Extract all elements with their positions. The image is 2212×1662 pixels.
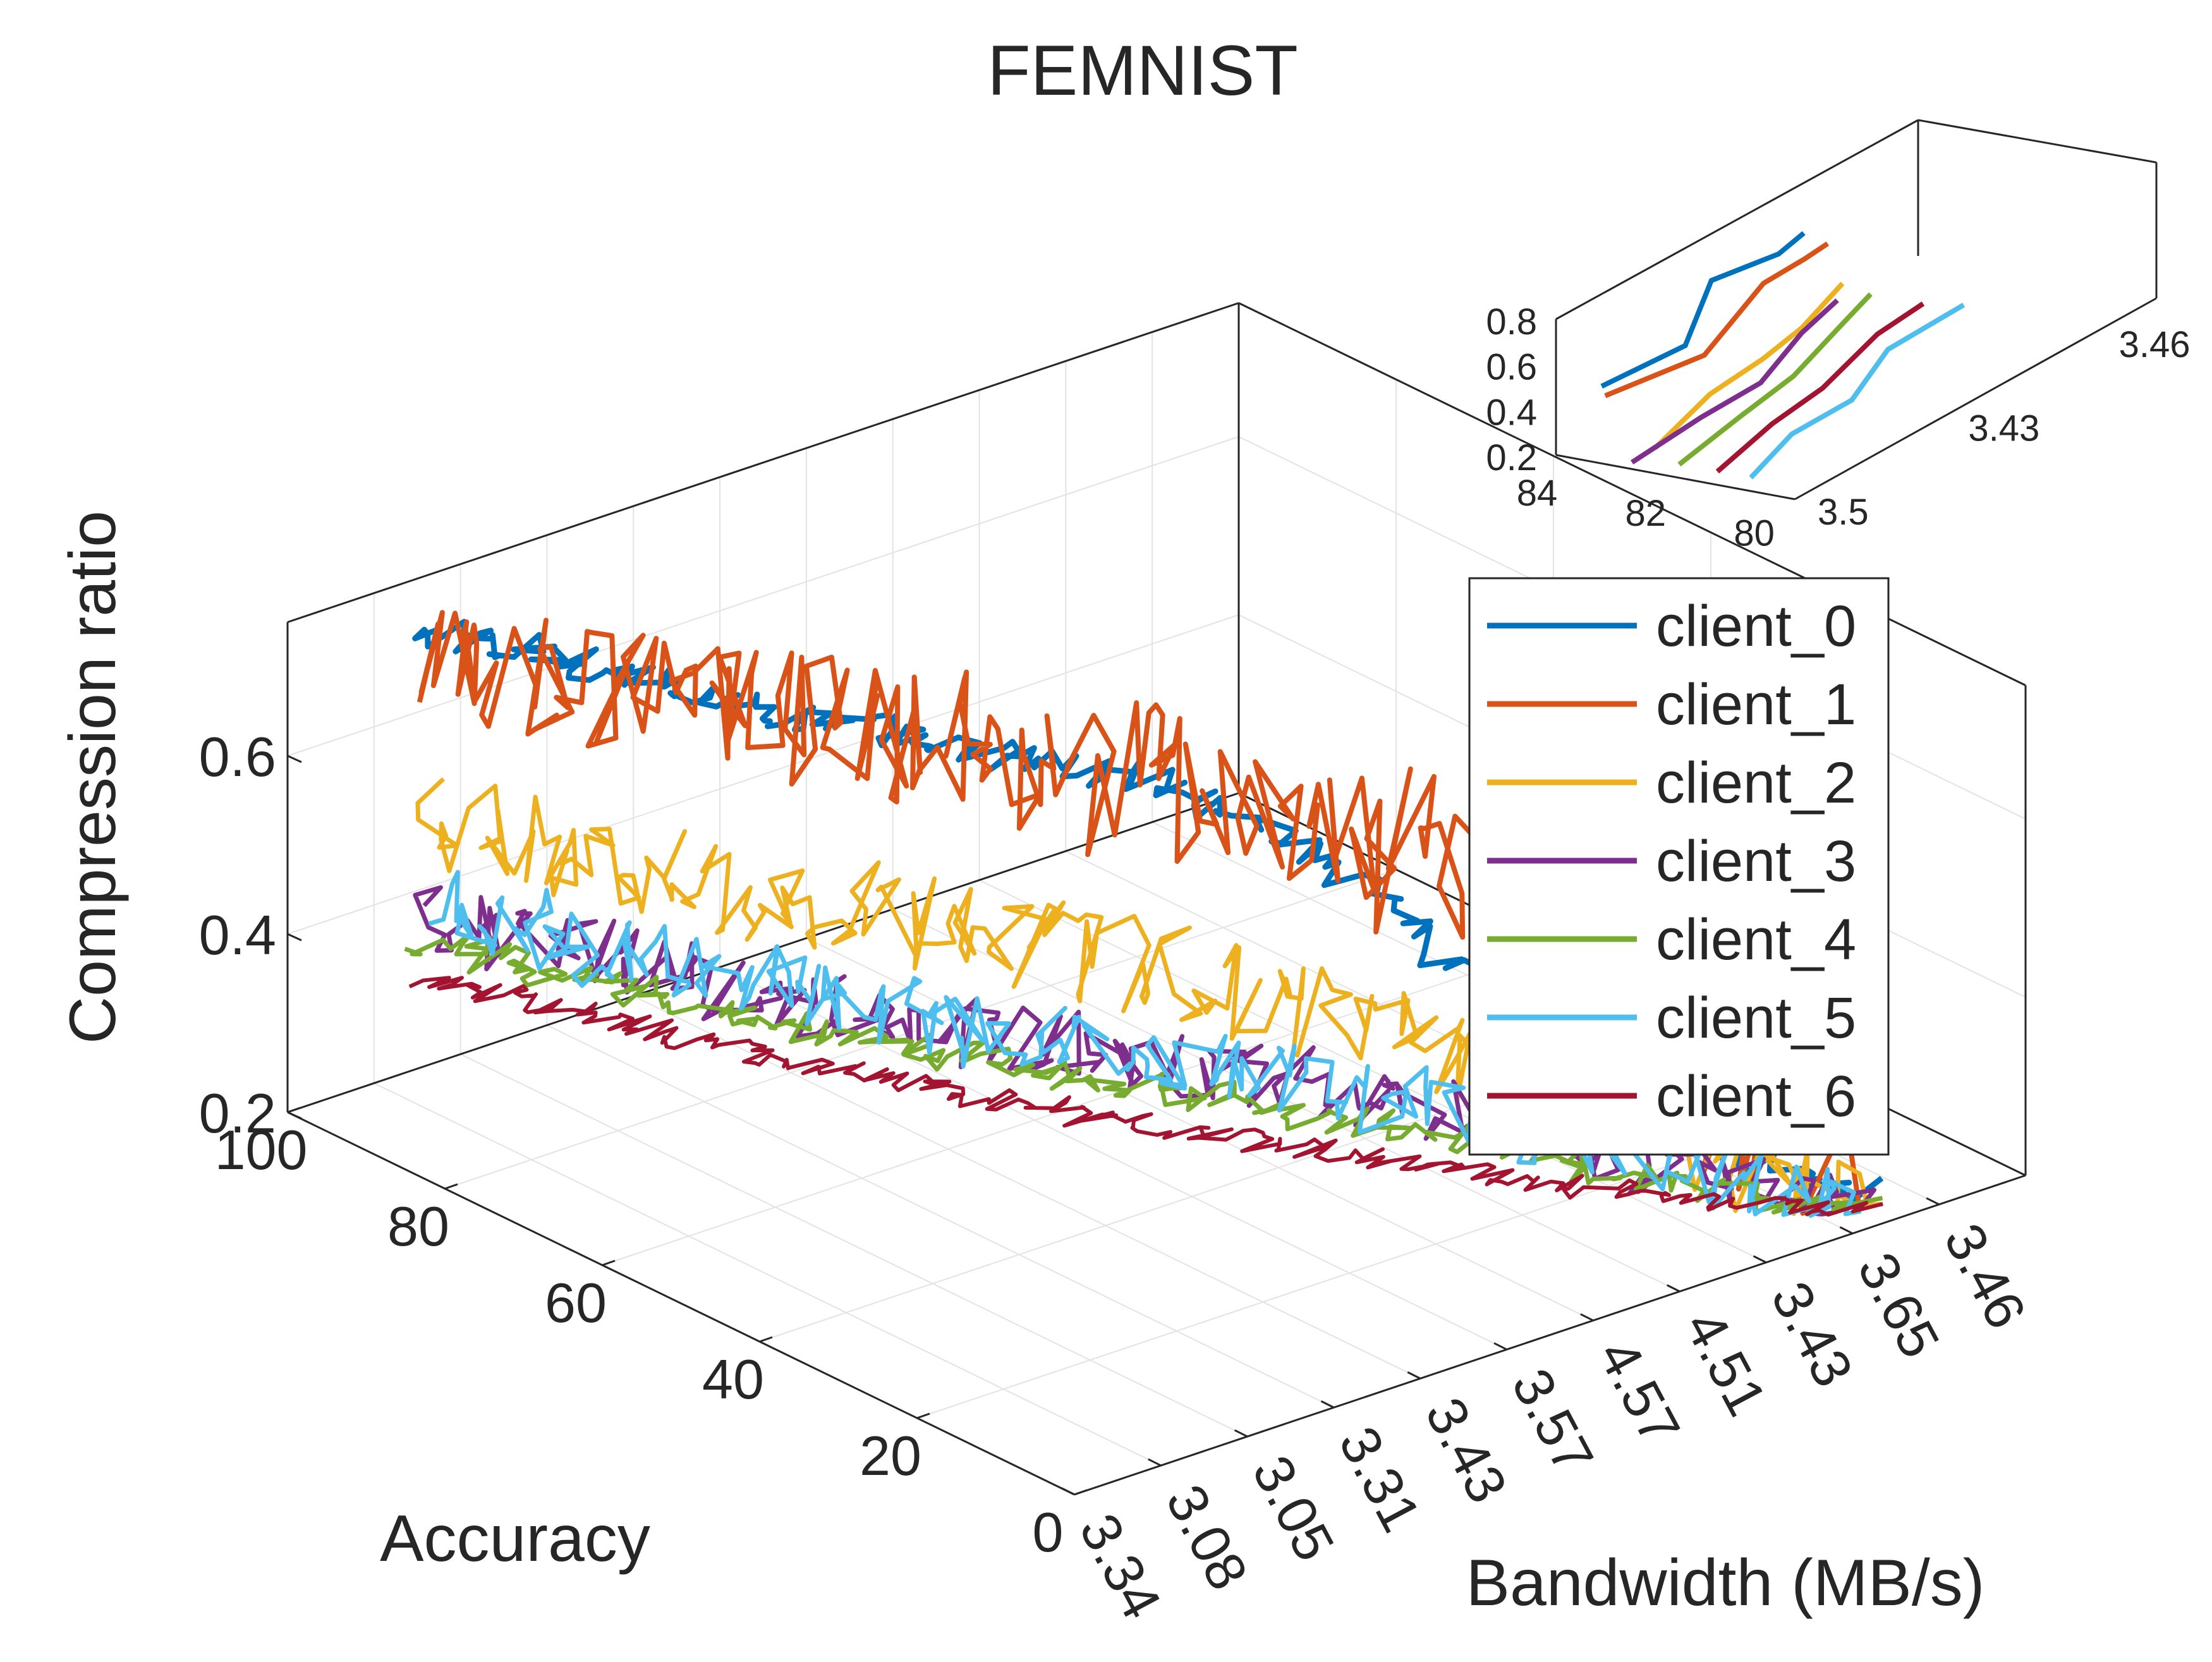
y-tick <box>1234 1429 1248 1438</box>
x-tick-label: 80 <box>387 1195 449 1258</box>
y-axis-label: Bandwidth (MB/s) <box>1466 1546 1985 1620</box>
y-tick <box>1926 1197 1940 1206</box>
inset-series-client_3 <box>1631 298 1839 465</box>
inset-series-client_1 <box>1604 241 1830 399</box>
legend-label-client_3: client_3 <box>1656 829 1856 894</box>
tick-labels: 0.20.40.60204060801003.343.083.053.313.4… <box>199 725 2039 1629</box>
inset-series-client_2 <box>1653 281 1845 450</box>
floor-gridline <box>547 1024 1334 1409</box>
inset-series-client_5 <box>1749 303 1966 480</box>
y-tick <box>1493 1342 1507 1350</box>
axis-edge <box>287 302 1239 623</box>
axis-edge <box>287 792 1239 1113</box>
inset-edge <box>1555 119 1919 320</box>
legend-label-client_6: client_6 <box>1656 1064 1856 1129</box>
z-tick-label: 0.6 <box>199 725 276 788</box>
inset-z-tick-label: 0.6 <box>1486 347 1537 388</box>
legend: client_0 client_1 client_2 client_3 client_4… <box>1468 577 1890 1156</box>
inset-x-tick-label: 84 <box>1517 473 1558 514</box>
inset-y-tick-label: 3.43 <box>1968 408 2039 449</box>
floor-gridline <box>460 1053 1248 1438</box>
x-tick <box>602 1259 616 1266</box>
inset-y-tick-label: 3.5 <box>1818 492 1869 533</box>
legend-label-client_5: client_5 <box>1656 986 1856 1050</box>
inset-series-client_6 <box>1715 301 1925 474</box>
inset-edge <box>1794 297 2157 500</box>
z-tick <box>287 933 302 942</box>
floor-gridline <box>602 945 1554 1266</box>
x-tick-label: 100 <box>215 1119 308 1181</box>
x-tick <box>759 1336 773 1343</box>
inset-z-tick-label: 0.8 <box>1486 301 1537 343</box>
y-tick <box>1061 1487 1075 1496</box>
legend-box <box>1468 577 1890 1156</box>
x-tick-label: 60 <box>545 1271 607 1334</box>
y-tick <box>1753 1255 1767 1264</box>
axis-edge <box>1074 1174 2026 1496</box>
legend-label-client_0: client_0 <box>1656 594 1856 658</box>
legend-label-client_4: client_4 <box>1656 907 1856 972</box>
inset-z-tick-label: 0.4 <box>1486 392 1537 433</box>
x-tick-label: 40 <box>702 1348 764 1410</box>
x-tick <box>287 1107 301 1113</box>
floor-gridline <box>374 1083 1162 1466</box>
z-tick-label: 0.4 <box>199 904 276 966</box>
inset-x-tick-label: 80 <box>1734 513 1775 554</box>
legend-label-client_1: client_1 <box>1656 672 1856 737</box>
wall-gridline <box>287 436 1239 756</box>
inset-edge <box>1555 454 1796 500</box>
z-tick <box>287 755 302 763</box>
z-tick-label: 0.2 <box>199 1082 276 1144</box>
x-tick <box>1074 1489 1088 1496</box>
y-tick <box>1839 1226 1854 1235</box>
x-axis-label: Accuracy <box>380 1502 650 1575</box>
inset-y-tick-label: 3.46 <box>2119 324 2191 365</box>
axis-edge <box>1238 302 2026 686</box>
series-line-client_4 <box>404 931 1883 1216</box>
z-axis-label: Compression ratio <box>56 511 130 1044</box>
axis-edge <box>287 1111 1075 1496</box>
y-tick <box>1667 1284 1680 1292</box>
x-tick <box>444 1183 458 1190</box>
inset-z-tick-label: 0.2 <box>1486 437 1537 478</box>
x-tick-label: 0 <box>1033 1501 1064 1563</box>
y-tick <box>1407 1371 1421 1380</box>
inset-series-client_4 <box>1677 292 1873 467</box>
x-tick-label: 20 <box>860 1424 921 1487</box>
legend-label-client_2: client_2 <box>1656 751 1856 815</box>
y-tick <box>1148 1458 1162 1467</box>
inset-x-tick-label: 82 <box>1626 493 1667 534</box>
floor-gridline <box>979 879 1766 1263</box>
axis-box <box>286 302 2027 1496</box>
x-tick <box>916 1412 930 1419</box>
wall-gridline <box>287 614 1239 935</box>
inset-edge <box>1917 119 2157 164</box>
y-tick <box>1320 1400 1335 1409</box>
z-tick <box>287 1111 302 1120</box>
inset-plot: 0.20.40.60.8 84 82 80 3.5 3.43 3.46 <box>1486 119 2191 554</box>
series-line-client_6 <box>408 976 1883 1217</box>
y-tick <box>1580 1313 1594 1321</box>
inset-series-client_0 <box>1600 231 1806 389</box>
chart-title: FEMNIST <box>987 31 1298 110</box>
